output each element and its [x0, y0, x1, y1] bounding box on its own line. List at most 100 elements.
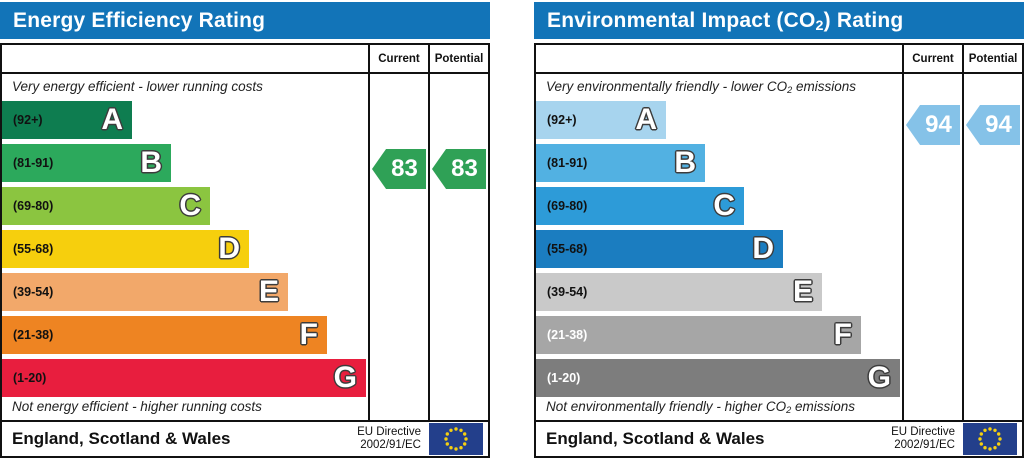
co2-band-a-range: (92+)	[547, 113, 577, 127]
co2-top-note-pre: Very environmentally friendly - lower CO	[546, 79, 788, 94]
energy-header-spacer	[2, 45, 368, 72]
co2-chart-title-post: ) Rating	[823, 9, 904, 32]
co2-band-a-bar: (92+) A	[536, 101, 666, 139]
energy-chart-frame: Current Potential Very energy efficient …	[0, 43, 490, 458]
co2-chart-title: Environmental Impact (CO2) Rating	[534, 2, 1024, 39]
co2-band-b-letter: B	[674, 146, 696, 179]
energy-band-d-bar: (55-68) D	[2, 230, 249, 268]
energy-band-f: (21-38) F	[2, 316, 368, 354]
co2-body: Very environmentally friendly - lower CO…	[536, 74, 1022, 420]
energy-band-d-range: (55-68)	[13, 242, 54, 256]
energy-top-note: Very energy efficient - lower running co…	[12, 79, 263, 94]
eu-flag-icon	[963, 423, 1017, 455]
co2-band-f-range: (21-38)	[547, 328, 588, 342]
co2-bottom-note-post: emissions	[791, 399, 855, 414]
energy-current-rating-arrow: 83	[372, 149, 426, 189]
energy-bottom-note: Not energy efficient - higher running co…	[12, 399, 262, 414]
co2-band-b-bar: (81-91) B	[536, 144, 705, 182]
energy-band-a-bar: (92+) A	[2, 101, 132, 139]
energy-current-column: 83	[368, 74, 428, 420]
co2-band-e-bar: (39-54) E	[536, 273, 822, 311]
energy-region-label: England, Scotland & Wales	[12, 429, 231, 448]
co2-chart-frame: Current Potential Very environmentally f…	[534, 43, 1024, 458]
energy-band-g-letter: G	[333, 361, 357, 394]
co2-top-note-post: emissions	[792, 79, 856, 94]
energy-band-g: (1-20) G	[2, 359, 368, 397]
energy-header-row: Current Potential	[2, 45, 488, 74]
co2-chart-title-pre: Environmental Impact (CO	[547, 9, 816, 32]
energy-band-b-range: (81-91)	[13, 156, 54, 170]
co2-band-d: (55-68) D	[536, 230, 902, 268]
co2-band-e-letter: E	[792, 275, 813, 308]
energy-potential-rating-value: 83	[451, 155, 478, 182]
co2-band-e: (39-54) E	[536, 273, 902, 311]
co2-band-area: Very environmentally friendly - lower CO…	[536, 74, 902, 420]
energy-band-c-bar: (69-80) C	[2, 187, 210, 225]
co2-current-rating-value: 94	[925, 111, 952, 138]
co2-bottom-note-sub: 2	[786, 405, 792, 415]
co2-band-d-bar: (55-68) D	[536, 230, 783, 268]
co2-band-b: (81-91) B	[536, 144, 902, 182]
co2-header-row: Current Potential	[536, 45, 1022, 74]
co2-band-g-letter: G	[867, 361, 891, 394]
co2-top-note-sub: 2	[787, 85, 793, 95]
energy-band-b-bar: (81-91) B	[2, 144, 171, 182]
co2-chart-title-sub: 2	[815, 18, 824, 34]
co2-potential-rating-arrow: 94	[966, 105, 1020, 145]
energy-band-g-range: (1-20)	[13, 371, 47, 385]
co2-band-a-letter: A	[635, 103, 657, 136]
energy-band-d-letter: D	[218, 232, 240, 265]
energy-current-rating-value: 83	[391, 155, 418, 182]
energy-band-a-letter: A	[101, 103, 123, 136]
energy-band-e-range: (39-54)	[13, 285, 54, 299]
energy-band-g-bar: (1-20) G	[2, 359, 366, 397]
co2-current-rating-arrow: 94	[906, 105, 960, 145]
energy-chart-title: Energy Efficiency Rating	[0, 2, 490, 39]
co2-band-d-range: (55-68)	[547, 242, 588, 256]
energy-band-a-range: (92+)	[13, 113, 43, 127]
energy-current-column-header: Current	[368, 45, 428, 72]
co2-region-label: England, Scotland & Wales	[546, 429, 765, 448]
energy-band-f-bar: (21-38) F	[2, 316, 327, 354]
co2-band-f: (21-38) F	[536, 316, 902, 354]
co2-band-e-range: (39-54)	[547, 285, 588, 299]
energy-band-f-range: (21-38)	[13, 328, 54, 342]
energy-band-e-letter: E	[258, 275, 279, 308]
co2-band-b-range: (81-91)	[547, 156, 588, 170]
energy-band-d: (55-68) D	[2, 230, 368, 268]
co2-current-column: 94	[902, 74, 962, 420]
environmental-impact-chart: Environmental Impact (CO2) Rating Curren…	[534, 0, 1024, 460]
co2-footer: England, Scotland & Wales EU Directive 2…	[536, 420, 1022, 456]
co2-bottom-note: Not environmentally friendly - higher CO…	[536, 397, 902, 420]
energy-potential-column: 83	[428, 74, 488, 420]
co2-band-d-letter: D	[752, 232, 774, 265]
co2-band-c-range: (69-80)	[547, 199, 588, 213]
co2-eu-directive-line1: EU Directive	[891, 425, 955, 438]
energy-band-b-letter: B	[140, 146, 162, 179]
co2-band-c-letter: C	[713, 189, 735, 222]
energy-efficiency-chart: Energy Efficiency Rating Current Potenti…	[0, 0, 490, 460]
co2-current-column-header: Current	[902, 45, 962, 72]
energy-eu-directive-line2: 2002/91/EC	[360, 439, 421, 451]
co2-band-f-bar: (21-38) F	[536, 316, 861, 354]
co2-band-g: (1-20) G	[536, 359, 902, 397]
energy-eu-directive-line1: EU Directive	[357, 425, 421, 438]
co2-band-c-bar: (69-80) C	[536, 187, 744, 225]
energy-potential-column-header: Potential	[428, 45, 488, 72]
energy-body: Very energy efficient - lower running co…	[2, 74, 488, 420]
co2-band-c: (69-80) C	[536, 187, 902, 225]
energy-band-a: (92+) A	[2, 101, 368, 139]
energy-band-c: (69-80) C	[2, 187, 368, 225]
energy-footer: England, Scotland & Wales EU Directive 2…	[2, 420, 488, 456]
co2-potential-rating-value: 94	[985, 111, 1012, 138]
co2-band-a: (92+) A	[536, 101, 902, 139]
co2-band-g-bar: (1-20) G	[536, 359, 900, 397]
eu-flag-icon	[429, 423, 483, 455]
co2-potential-column: 94	[962, 74, 1022, 420]
co2-top-note: Very environmentally friendly - lower CO…	[536, 74, 902, 96]
co2-band-g-range: (1-20)	[547, 371, 581, 385]
energy-band-b: (81-91) B	[2, 144, 368, 182]
co2-eu-directive-label: EU Directive 2002/91/EC	[891, 426, 955, 452]
co2-eu-directive-line2: 2002/91/EC	[894, 439, 955, 451]
co2-potential-column-header: Potential	[962, 45, 1022, 72]
